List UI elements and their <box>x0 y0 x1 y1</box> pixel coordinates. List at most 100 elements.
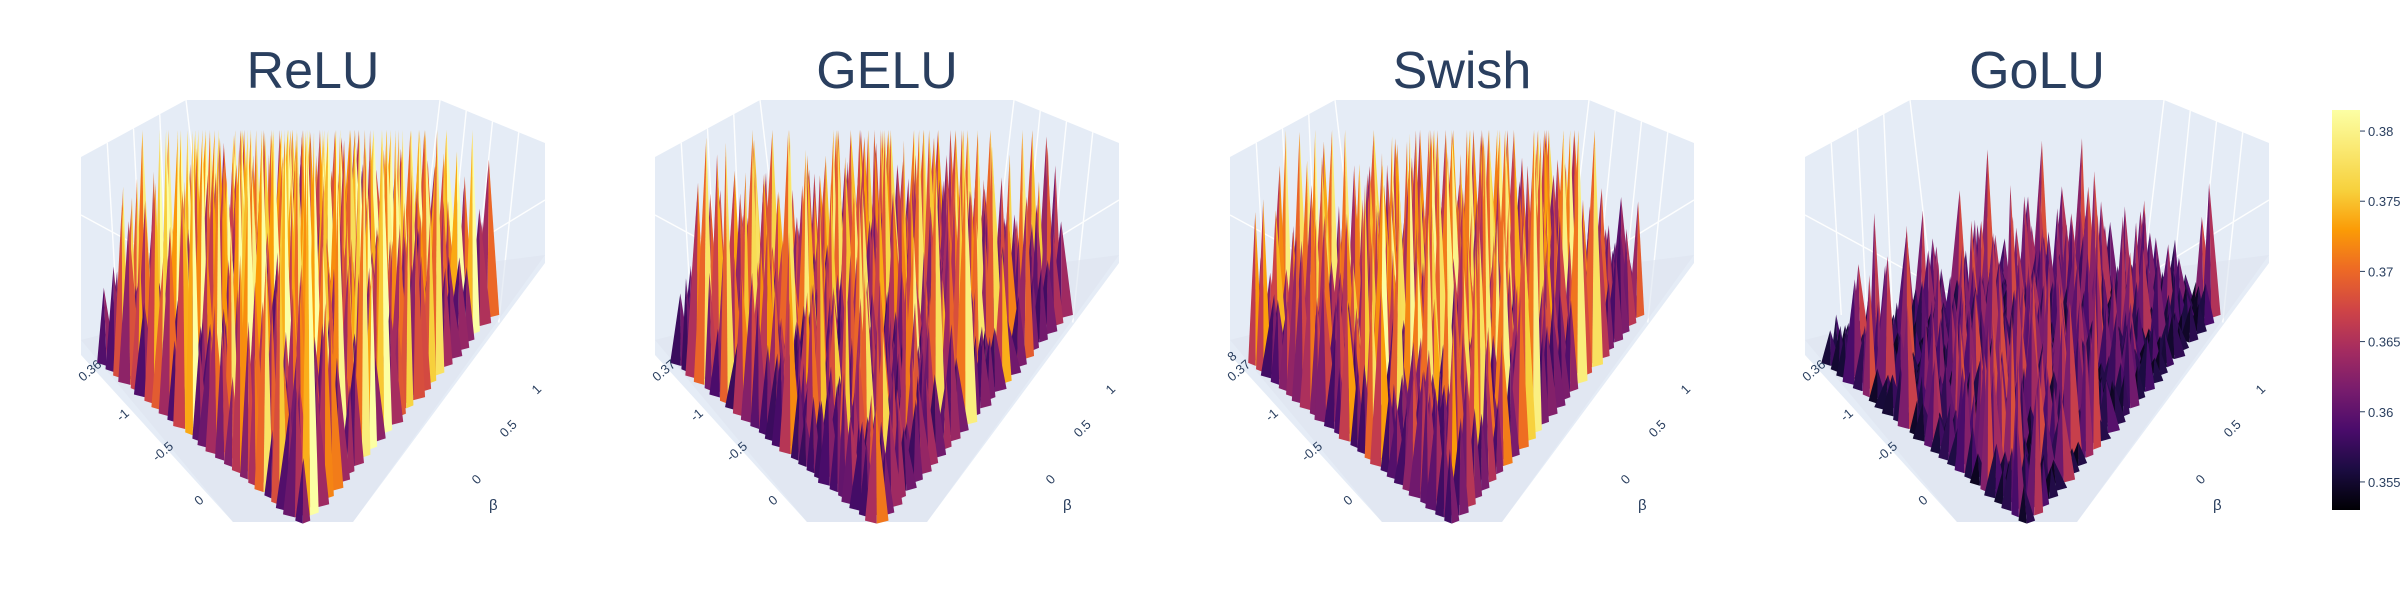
surface-spike <box>681 278 689 373</box>
surface-spike <box>283 387 297 518</box>
surface-spike <box>118 221 131 385</box>
panel-title: Swish <box>1393 42 1532 100</box>
surface-spike <box>248 354 256 486</box>
surface-spike <box>443 267 453 368</box>
surface-spike <box>1560 319 1571 401</box>
surface-spike <box>841 417 854 505</box>
surface-spike <box>849 421 863 512</box>
surface-spike <box>984 146 995 382</box>
y-tick-label: 0.5 <box>1646 417 1669 440</box>
y-tick-label: 1 <box>529 381 545 397</box>
surface-spike <box>435 130 445 376</box>
surface-spike <box>133 302 146 398</box>
surface-spike <box>205 305 217 455</box>
surface-spike <box>865 404 877 524</box>
y-tick-label: 0.5 <box>497 417 520 440</box>
x-tick-label: -1 <box>113 405 131 424</box>
surface-spike <box>382 130 393 434</box>
surface-spike <box>97 287 107 366</box>
surface-spike <box>819 210 829 455</box>
surface-spike <box>254 257 267 493</box>
surface-spike <box>1299 270 1311 411</box>
x-tick-label: 0 <box>191 492 206 508</box>
y-tick-label: 0 <box>1618 471 1634 487</box>
panel-title: GELU <box>816 42 958 100</box>
surface-spike <box>884 452 895 516</box>
y-tick-label: 0 <box>1043 471 1059 487</box>
surface-spike <box>758 344 768 436</box>
surface-spike <box>1592 130 1604 368</box>
surface-spike <box>1270 306 1280 385</box>
surface-spike <box>1569 300 1579 392</box>
surface-spike <box>130 254 140 392</box>
surface-spike <box>1052 230 1064 327</box>
surface-spike <box>965 168 978 425</box>
x-tick-label: 0 <box>1340 492 1355 508</box>
surface-spike <box>231 254 241 474</box>
surface-spike <box>1620 253 1630 335</box>
surface <box>1248 130 1645 524</box>
surface-spike <box>347 385 355 475</box>
surface-spike <box>1636 201 1645 318</box>
surface-spike <box>375 357 386 442</box>
surface-spike <box>903 427 917 491</box>
surface <box>670 130 1073 524</box>
surface-spike <box>271 245 281 505</box>
surface-spike <box>1577 130 1588 384</box>
surface-spike <box>805 284 814 461</box>
surface-panels: ReLU-1-0.500.3610.50βGELU-1-0.500.3710.5… <box>75 42 2270 524</box>
surface-spike <box>898 401 906 499</box>
surface-spike <box>354 366 364 467</box>
surface-spike <box>1552 309 1566 409</box>
surface-spike <box>397 317 406 417</box>
surface-spike <box>987 336 996 401</box>
surface-spike <box>740 272 753 423</box>
surface-spike <box>406 213 414 409</box>
surface-spike <box>413 226 426 401</box>
surface-spike <box>817 388 830 486</box>
surface-spike <box>798 414 807 467</box>
surface-spike <box>719 142 728 404</box>
surface-spike <box>934 374 947 458</box>
surface-spike <box>980 338 992 409</box>
surface-spike <box>709 328 720 398</box>
surface-spike <box>1256 199 1264 373</box>
surface-spike <box>1626 228 1637 327</box>
x-tick-label: -1 <box>1262 405 1280 424</box>
surface-spike <box>1061 221 1073 318</box>
surface-spike <box>875 404 889 524</box>
surface-spike <box>263 257 273 493</box>
surface-spike <box>1017 295 1027 368</box>
surface-spike <box>704 272 713 392</box>
surface-spike <box>913 399 923 483</box>
surface-spike <box>185 130 193 436</box>
surface-spike <box>1260 294 1275 379</box>
surface-spike <box>144 182 156 404</box>
surface-spike <box>1402 133 1411 431</box>
surface-spike <box>390 304 404 425</box>
x-tick-label: 0 <box>765 492 780 508</box>
y-tick-label: 1 <box>1678 381 1694 397</box>
surface-spike <box>1024 196 1035 359</box>
surface-spike <box>324 303 334 499</box>
surface-spike <box>858 443 869 518</box>
y-axis-title: β <box>489 497 498 514</box>
surface-spike <box>301 148 311 516</box>
surface-spike <box>479 208 492 327</box>
surface-spike <box>725 142 736 404</box>
panel-title: GoLU <box>1969 42 2105 100</box>
surface-spike <box>295 458 304 524</box>
surface-spike <box>750 303 760 430</box>
surface-spike <box>215 331 225 461</box>
surface-spike <box>685 188 698 379</box>
surface-spike <box>457 257 470 351</box>
surface-spike <box>790 374 800 461</box>
surface-spike <box>925 377 939 467</box>
surface-spike <box>330 324 344 491</box>
surface-spike <box>1039 267 1048 343</box>
surface-spike <box>264 429 273 499</box>
